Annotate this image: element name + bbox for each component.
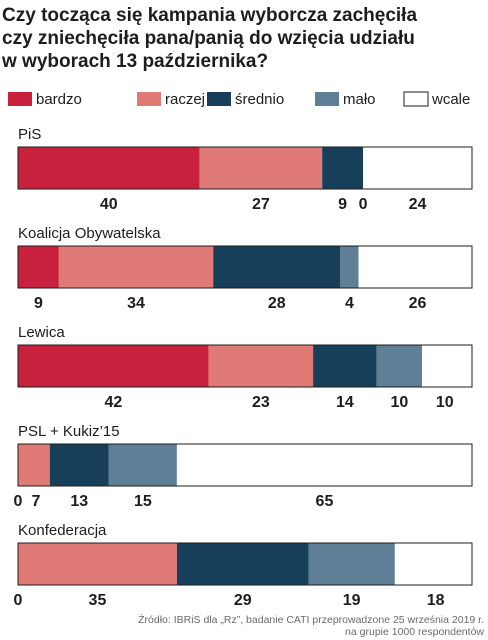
value-label-3-3: 15 [134, 493, 152, 510]
legend-swatch-1 [137, 92, 161, 106]
chart-title-line-2: czy zniechęciła pana/panią do wzięcia ud… [2, 28, 415, 49]
party-label-4: Konfederacja [18, 522, 107, 539]
value-label-1-2: 28 [268, 295, 286, 312]
party-label-2: Lewica [18, 324, 65, 341]
value-label-3-4: 65 [316, 493, 334, 510]
legend-label-1: raczej [165, 91, 205, 108]
bar-segment-0-4 [363, 147, 472, 189]
bar-segment-3-3 [108, 444, 177, 486]
source-line-1: Źródło: IBRiS dla „Rz”, badanie CATI prz… [138, 613, 484, 626]
chart-legend: bardzo raczej średnio mało wcale [8, 91, 470, 108]
chart-title-line-3: w wyborach 13 października? [1, 51, 268, 72]
bar-segment-4-4 [394, 543, 477, 585]
value-label-1-3: 4 [345, 295, 354, 312]
bar-outline-4 [17, 542, 473, 586]
value-label-3-2: 13 [70, 493, 88, 510]
value-label-4-1: 35 [89, 592, 107, 609]
value-label-3-1: 7 [32, 493, 41, 510]
bar-segment-1-2 [213, 246, 341, 288]
bar-segment-4-1 [18, 543, 177, 585]
bar-outline-0 [17, 146, 473, 190]
value-label-0-0: 40 [100, 196, 118, 213]
bar-segment-1-3 [340, 246, 359, 288]
party-label-1: Koalicja Obywatelska [18, 225, 161, 242]
legend-swatch-2 [207, 92, 231, 106]
bar-segment-0-2 [322, 147, 364, 189]
value-label-1-4: 26 [409, 295, 427, 312]
bar-segment-2-2 [313, 345, 377, 387]
value-label-2-4: 10 [436, 394, 454, 411]
bar-segment-2-4 [422, 345, 468, 387]
legend-swatch-0 [8, 92, 32, 106]
bar-segment-1-0 [18, 246, 59, 288]
chart-source: Źródło: IBRiS dla „Rz”, badanie CATI prz… [138, 613, 484, 638]
bar-segment-3-1 [18, 444, 50, 486]
legend-swatch-4 [403, 91, 429, 107]
value-label-3-0: 0 [14, 493, 23, 510]
bar-segment-2-1 [208, 345, 314, 387]
chart-title-line-1: Czy tocząca się kampania wyborcza zachęc… [2, 5, 417, 26]
bar-segment-4-2 [176, 543, 309, 585]
legend-label-4: wcale [431, 91, 470, 108]
value-label-4-3: 19 [343, 592, 361, 609]
bar-segment-3-2 [49, 444, 109, 486]
party-label-3: PSL + Kukiz’15 [18, 423, 120, 440]
value-label-4-0: 0 [14, 592, 23, 609]
source-line-2: na grupie 1000 respondentów [345, 626, 484, 638]
value-label-2-3: 10 [390, 394, 408, 411]
value-label-0-1: 27 [252, 196, 270, 213]
bar-segment-2-0 [18, 345, 209, 387]
value-label-2-0: 42 [104, 394, 122, 411]
bar-outline-3 [17, 443, 473, 487]
value-label-2-2: 14 [336, 394, 354, 411]
bar-segment-0-1 [199, 147, 323, 189]
bar-segment-4-3 [308, 543, 395, 585]
bar-segment-1-4 [358, 246, 477, 288]
legend-swatch-3 [315, 92, 339, 106]
bar-segment-0-0 [18, 147, 200, 189]
bar-segment-3-4 [176, 444, 472, 486]
bar-segment-2-3 [376, 345, 423, 387]
value-label-0-2: 9 [338, 196, 347, 213]
value-label-4-2: 29 [234, 592, 252, 609]
value-label-1-0: 9 [34, 295, 43, 312]
value-label-2-1: 23 [252, 394, 270, 411]
legend-label-2: średnio [235, 91, 284, 108]
legend-label-0: bardzo [36, 91, 82, 108]
legend-label-3: mało [343, 91, 376, 108]
bar-segment-1-1 [58, 246, 214, 288]
bar-outline-2 [17, 344, 473, 388]
value-label-0-3: 0 [359, 196, 368, 213]
chart-title: Czy tocząca się kampania wyborcza zachęc… [1, 5, 417, 72]
value-label-1-1: 34 [127, 295, 145, 312]
value-label-4-4: 18 [427, 592, 445, 609]
bar-outline-1 [17, 245, 473, 289]
party-label-0: PiS [18, 126, 41, 143]
value-label-0-4: 24 [409, 196, 427, 213]
